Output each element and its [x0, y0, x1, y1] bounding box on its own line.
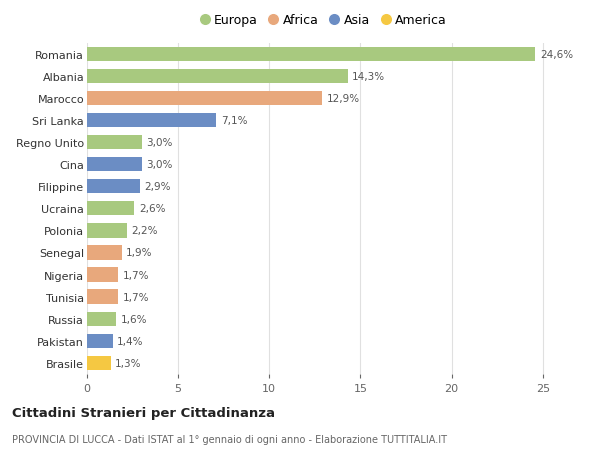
Text: 1,4%: 1,4%	[117, 336, 143, 346]
Text: 14,3%: 14,3%	[352, 72, 385, 82]
Text: 2,2%: 2,2%	[131, 226, 158, 236]
Text: 1,7%: 1,7%	[122, 292, 149, 302]
Bar	[87, 290, 118, 304]
Bar	[87, 268, 118, 282]
Text: PROVINCIA DI LUCCA - Dati ISTAT al 1° gennaio di ogni anno - Elaborazione TUTTIT: PROVINCIA DI LUCCA - Dati ISTAT al 1° ge…	[12, 434, 447, 444]
Bar	[87, 246, 122, 260]
Bar	[87, 91, 322, 106]
Text: 12,9%: 12,9%	[327, 94, 360, 104]
Text: Cittadini Stranieri per Cittadinanza: Cittadini Stranieri per Cittadinanza	[12, 406, 275, 419]
Bar	[87, 224, 127, 238]
Bar	[87, 157, 142, 172]
Text: 1,3%: 1,3%	[115, 358, 142, 368]
Text: 3,0%: 3,0%	[146, 138, 173, 148]
Bar	[87, 47, 535, 62]
Bar	[87, 135, 142, 150]
Bar	[87, 69, 348, 84]
Bar	[87, 312, 116, 326]
Text: 1,7%: 1,7%	[122, 270, 149, 280]
Text: 24,6%: 24,6%	[540, 50, 573, 60]
Text: 2,6%: 2,6%	[139, 204, 166, 214]
Bar	[87, 356, 111, 370]
Text: 3,0%: 3,0%	[146, 160, 173, 170]
Bar	[87, 202, 134, 216]
Text: 2,9%: 2,9%	[145, 182, 171, 192]
Text: 7,1%: 7,1%	[221, 116, 247, 126]
Bar	[87, 334, 113, 348]
Legend: Europa, Africa, Asia, America: Europa, Africa, Asia, America	[197, 10, 451, 31]
Bar	[87, 113, 217, 128]
Text: 1,6%: 1,6%	[121, 314, 147, 324]
Text: 1,9%: 1,9%	[126, 248, 152, 258]
Bar	[87, 179, 140, 194]
